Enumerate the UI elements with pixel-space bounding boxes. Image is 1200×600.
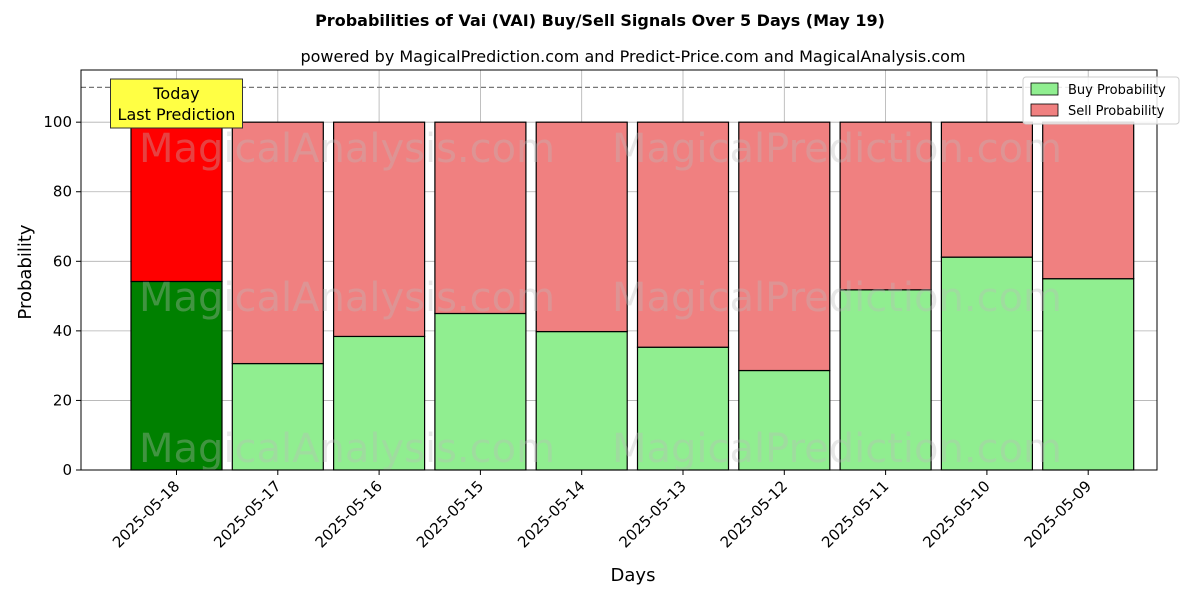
y-ticks: 0 20 40 60 80 100 xyxy=(43,113,81,479)
x-tick-label: 2025-05-09 xyxy=(1021,477,1095,551)
x-axis-label: Days xyxy=(611,565,656,586)
annotation-line-2: Last Prediction xyxy=(118,105,236,124)
legend-label-sell: Sell Probability xyxy=(1068,104,1165,119)
buy-bar-2025-05-16 xyxy=(333,335,426,471)
annotation-box xyxy=(110,78,243,129)
x-ticks: 2025-05-18 2025-05-17 2025-05-16 2025-05-15… xyxy=(109,470,1095,551)
chart-subtitle: powered by MagicalPrediction.com and Pre… xyxy=(300,47,965,66)
x-tick-label: 2025-05-10 xyxy=(919,477,993,551)
x-tick-label: 2025-05-13 xyxy=(615,477,689,551)
y-tick-label: 0 xyxy=(62,461,72,479)
plot-frame xyxy=(80,69,1158,471)
x-tick-label: 2025-05-11 xyxy=(818,477,892,551)
x-tick-label: 2025-05-16 xyxy=(312,477,386,551)
legend: Buy Probability Sell Probability xyxy=(1022,76,1180,125)
sell-bar-2025-05-15 xyxy=(434,121,527,315)
buy-bar-2025-05-12 xyxy=(738,369,831,471)
watermark-text: MagicalPrediction.com xyxy=(612,275,1062,321)
watermark-text: MagicalAnalysis.com xyxy=(139,126,555,172)
x-tick-label: 2025-05-15 xyxy=(413,477,487,551)
sell-bar-2025-05-11 xyxy=(839,121,932,291)
y-tick-label: 100 xyxy=(43,113,72,131)
buy-bar-2025-05-18 xyxy=(130,280,223,471)
x-tick-label: 2025-05-18 xyxy=(109,477,183,551)
bars-layer xyxy=(130,121,1135,471)
annotation-line-1: Today xyxy=(152,84,199,103)
y-axis-label: Probability xyxy=(15,224,36,319)
sell-bar-2025-05-13 xyxy=(636,121,730,348)
legend-frame xyxy=(1022,76,1180,125)
x-tick-label: 2025-05-17 xyxy=(210,477,284,551)
chart-title: Probabilities of Vai (VAI) Buy/Sell Sign… xyxy=(315,11,885,30)
watermark-text: MagicalPrediction.com xyxy=(612,426,1062,472)
buy-bar-2025-05-11 xyxy=(839,289,932,471)
sell-bar-2025-05-16 xyxy=(333,121,426,338)
buy-bar-2025-05-14 xyxy=(535,330,628,471)
y-tick-label: 40 xyxy=(53,322,72,340)
buy-bar-2025-05-10 xyxy=(940,256,1034,471)
x-tick-label: 2025-05-14 xyxy=(514,477,588,551)
sell-bar-2025-05-17 xyxy=(231,121,324,365)
buy-bar-2025-05-15 xyxy=(434,312,527,471)
watermark-text: MagicalAnalysis.com xyxy=(139,275,555,321)
legend-swatch-sell xyxy=(1030,103,1059,117)
watermark-text: MagicalPrediction.com xyxy=(612,126,1062,172)
buy-bar-2025-05-09 xyxy=(1042,278,1135,471)
sell-bar-2025-05-14 xyxy=(535,121,628,333)
legend-label-buy: Buy Probability xyxy=(1068,83,1166,98)
watermark-text: MagicalAnalysis.com xyxy=(139,426,555,472)
today-annotation: Today Last Prediction xyxy=(110,78,243,129)
y-tick-label: 20 xyxy=(53,391,72,409)
sell-bar-2025-05-18 xyxy=(130,121,223,283)
x-tick-label: 2025-05-12 xyxy=(717,477,791,551)
sell-bar-2025-05-09 xyxy=(1042,121,1135,280)
sell-bar-2025-05-10 xyxy=(940,121,1034,258)
y-tick-label: 60 xyxy=(53,252,72,270)
legend-swatch-buy xyxy=(1030,82,1059,96)
watermark-layer: MagicalAnalysis.com MagicalPrediction.com… xyxy=(139,126,1062,472)
sell-bar-2025-05-12 xyxy=(738,121,831,372)
y-tick-label: 80 xyxy=(53,183,72,201)
buy-bar-2025-05-13 xyxy=(636,346,730,471)
